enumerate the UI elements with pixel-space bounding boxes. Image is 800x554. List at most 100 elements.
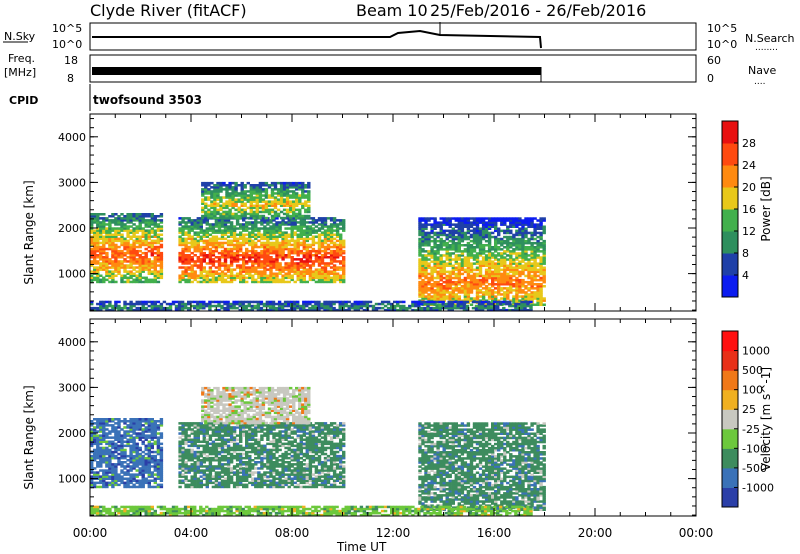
velocity-cell	[114, 438, 118, 441]
power-cell	[439, 237, 443, 241]
power-cell	[494, 256, 498, 259]
power-cell	[237, 200, 241, 203]
power-cell	[396, 302, 400, 306]
power-cell	[332, 221, 337, 224]
power-cell	[442, 233, 446, 237]
power-cell	[270, 190, 275, 193]
power-cell	[147, 249, 151, 253]
power-cell	[418, 233, 422, 237]
power-cell	[181, 237, 185, 241]
power-cell	[240, 192, 244, 195]
power-cell	[132, 268, 136, 271]
power-cell	[90, 213, 94, 216]
power-cell	[255, 186, 259, 189]
power-cell	[472, 217, 477, 220]
power-cell	[436, 233, 440, 237]
velocity-cell	[120, 448, 124, 452]
power-cell	[231, 186, 235, 189]
power-cell	[311, 217, 316, 220]
power-cell	[527, 260, 531, 263]
power-cell	[311, 264, 316, 267]
power-cell	[266, 221, 270, 224]
power-cell	[223, 227, 228, 230]
power-cell	[524, 248, 528, 251]
power-cell	[253, 300, 257, 304]
power-cell	[311, 235, 316, 238]
power-cell	[466, 235, 471, 239]
power-cell	[451, 248, 455, 251]
power-cell	[478, 248, 483, 251]
power-cell	[457, 256, 461, 259]
power-cell	[254, 270, 258, 273]
power-cell	[239, 272, 243, 275]
power-cell	[114, 306, 118, 310]
power-cell	[518, 270, 522, 274]
power-cell	[228, 192, 232, 195]
velocity-cell	[114, 436, 118, 439]
power-cell	[272, 223, 276, 226]
power-cell	[450, 300, 454, 304]
power-cell	[305, 256, 309, 259]
nsky-strip: N.Sky 10^5 10^0 10^5 10^0 N.Search .....…	[3, 22, 795, 53]
power-cell	[111, 221, 115, 224]
power-cell	[469, 246, 474, 249]
power-cell	[120, 221, 124, 224]
power-cell	[237, 192, 241, 195]
power-cell	[356, 308, 360, 312]
power-cell	[217, 243, 222, 247]
power-cell	[202, 276, 206, 280]
power-cell	[484, 225, 489, 228]
power-cell	[204, 188, 208, 191]
power-cell	[317, 306, 321, 310]
velocity-cell	[114, 454, 118, 458]
velocity-cell	[105, 483, 109, 487]
power-cell	[199, 229, 203, 232]
power-cell	[257, 227, 261, 230]
power-cell	[499, 300, 503, 304]
power-cell	[463, 235, 468, 239]
power-cell	[515, 285, 519, 288]
power-cell	[293, 272, 297, 275]
power-cell	[273, 204, 278, 207]
velocity-cell	[132, 483, 136, 487]
power-cell	[284, 231, 288, 234]
power-cell	[208, 254, 213, 257]
power-cell	[108, 219, 112, 222]
velocity-cell	[93, 450, 97, 454]
velocity-cell	[96, 434, 100, 437]
power-cell	[267, 210, 272, 214]
power-cell	[317, 280, 322, 284]
power-cell	[147, 300, 151, 304]
velocity-cell	[99, 430, 103, 433]
velocity-cell	[99, 446, 103, 450]
power-cell	[314, 270, 319, 273]
power-cell	[433, 225, 437, 228]
nsearch-dots: ........	[755, 43, 778, 53]
power-cell	[439, 268, 443, 272]
power-cell	[223, 223, 228, 226]
power-cell	[114, 245, 118, 249]
power-cell	[248, 266, 252, 269]
power-cell	[424, 283, 428, 286]
power-cell	[460, 250, 465, 253]
power-cell	[399, 304, 403, 308]
power-cell	[433, 297, 437, 300]
power-cell	[205, 227, 209, 230]
power-cell	[102, 225, 106, 228]
power-cell	[512, 274, 516, 278]
power-cell	[511, 308, 515, 312]
power-cell	[257, 221, 261, 224]
nsky-right-tick-bottom: 10^0	[707, 38, 737, 51]
power-cell	[521, 239, 525, 243]
power-cell	[193, 272, 197, 275]
power-cell	[421, 254, 425, 257]
power-cell	[481, 246, 486, 249]
power-cell	[275, 278, 279, 282]
power-cell	[427, 254, 431, 257]
power-cell	[518, 295, 522, 298]
power-cell	[521, 280, 525, 284]
power-cell	[239, 264, 243, 267]
power-cell	[326, 274, 331, 277]
power-cell	[105, 247, 109, 251]
power-cell	[342, 276, 346, 280]
